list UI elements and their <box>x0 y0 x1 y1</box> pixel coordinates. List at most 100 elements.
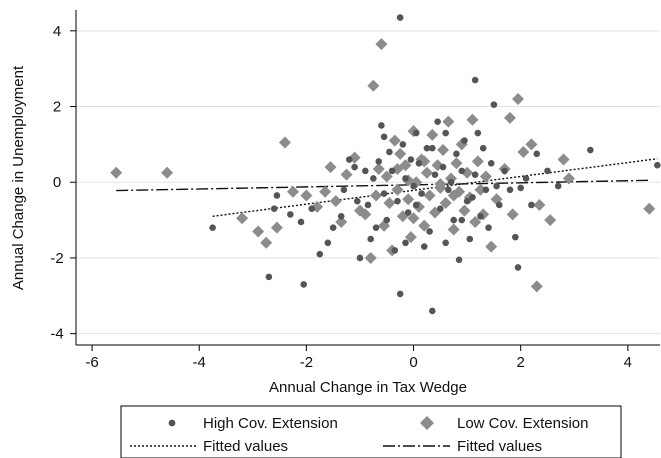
x-tick-label: 0 <box>409 354 417 371</box>
high-cov-point <box>265 273 273 281</box>
low-cov-point <box>319 185 332 198</box>
high-cov-point <box>340 186 348 194</box>
low-cov-point <box>439 197 452 210</box>
high-cov-point <box>420 243 428 250</box>
high-cov-point <box>402 239 409 247</box>
high-cov-point <box>453 150 460 158</box>
high-cov-point <box>544 167 551 175</box>
low-cov-point <box>503 111 516 124</box>
low-cov-point <box>364 251 377 264</box>
high-cov-point <box>270 205 278 213</box>
high-cov-point <box>428 307 436 315</box>
high-cov-point <box>471 171 479 178</box>
plot-area <box>76 10 660 345</box>
low-cov-point <box>270 221 283 234</box>
high-cov-point <box>404 209 412 216</box>
legend-box <box>120 405 622 458</box>
high-cov-point <box>362 167 369 175</box>
legend-label-fit-2: Fitted values <box>457 438 542 455</box>
high-cov-point <box>378 122 385 129</box>
high-cov-point <box>337 212 345 220</box>
high-cov-point <box>415 160 423 167</box>
high-cov-point <box>512 233 519 241</box>
high-cov-point <box>412 201 420 209</box>
high-cov-point <box>399 141 407 148</box>
high-cov-point <box>506 186 514 194</box>
low-cov-point <box>437 144 450 157</box>
low-cov-point <box>479 170 492 183</box>
high-cov-point <box>485 224 492 231</box>
y-tick-label: -2 <box>50 250 63 267</box>
low-cov-point <box>458 204 471 217</box>
high-cov-point <box>372 224 380 231</box>
high-cov-point <box>391 247 399 254</box>
high-cov-point <box>514 264 522 271</box>
high-cov-point <box>412 129 420 137</box>
low-cov-point <box>530 280 543 293</box>
high-cov-point <box>587 146 594 154</box>
low-cov-point <box>300 189 313 202</box>
legend-diamond-symbol <box>420 416 434 430</box>
y-axis-title: Annual Change in Unemployment <box>10 65 27 290</box>
high-cov-point <box>654 161 661 169</box>
low-cov-point <box>324 161 337 174</box>
low-cov-point <box>359 208 372 221</box>
high-cov-point <box>487 160 495 167</box>
low-cov-point <box>380 170 393 183</box>
y-tick-label: 4 <box>53 23 61 40</box>
high-cov-point <box>466 235 474 243</box>
high-cov-point <box>442 129 449 137</box>
high-cov-point <box>345 156 353 163</box>
low-cov-point <box>335 215 348 228</box>
x-tick-label: 4 <box>624 354 632 371</box>
low-cov-markers <box>110 38 656 293</box>
high-cov-point <box>329 224 337 231</box>
high-cov-point <box>297 218 305 226</box>
low-cov-point <box>512 92 525 105</box>
low-cov-point <box>278 136 291 149</box>
y-tick-label: 2 <box>53 99 61 116</box>
high-cov-point <box>517 184 524 192</box>
low-cov-point <box>402 193 415 206</box>
high-cov-point <box>388 167 396 175</box>
low-cov-point <box>506 208 519 221</box>
low-cov-point <box>420 166 433 179</box>
fitted-line-dashdot <box>116 179 650 192</box>
high-cov-point <box>351 163 358 171</box>
high-cov-point <box>528 201 535 209</box>
high-cov-point <box>407 156 415 163</box>
low-cov-point <box>110 166 123 179</box>
high-cov-point <box>479 144 487 152</box>
x-tick-label: -4 <box>193 354 206 371</box>
low-cov-point <box>447 189 460 202</box>
high-cov-point <box>442 239 449 247</box>
low-cov-point <box>442 115 455 128</box>
high-cov-point <box>490 101 498 108</box>
low-cov-point <box>643 202 656 215</box>
high-cov-point <box>364 201 372 209</box>
low-cov-point <box>161 166 174 179</box>
low-cov-point <box>434 178 447 191</box>
low-cov-point <box>562 172 575 185</box>
high-cov-point <box>300 281 308 288</box>
high-cov-point <box>396 14 404 21</box>
low-cov-point <box>367 79 380 92</box>
low-cov-point <box>517 145 530 158</box>
high-cov-point <box>324 239 332 247</box>
high-cov-point <box>501 167 508 175</box>
legend-label-high: High Cov. Extension <box>203 415 338 432</box>
high-cov-point <box>434 118 441 125</box>
low-cov-point <box>471 155 484 168</box>
high-cov-point <box>367 235 374 243</box>
low-cov-point <box>447 223 460 236</box>
high-cov-point <box>447 178 455 186</box>
high-cov-point <box>437 205 444 213</box>
low-cov-point <box>423 189 436 202</box>
high-cov-point <box>375 158 383 165</box>
low-cov-point <box>404 231 417 244</box>
x-axis-ticks: -6 -4 -2 0 2 4 <box>85 345 632 371</box>
low-cov-point <box>485 240 498 253</box>
x-tick-label: -2 <box>300 354 313 371</box>
low-cov-point <box>426 128 439 141</box>
